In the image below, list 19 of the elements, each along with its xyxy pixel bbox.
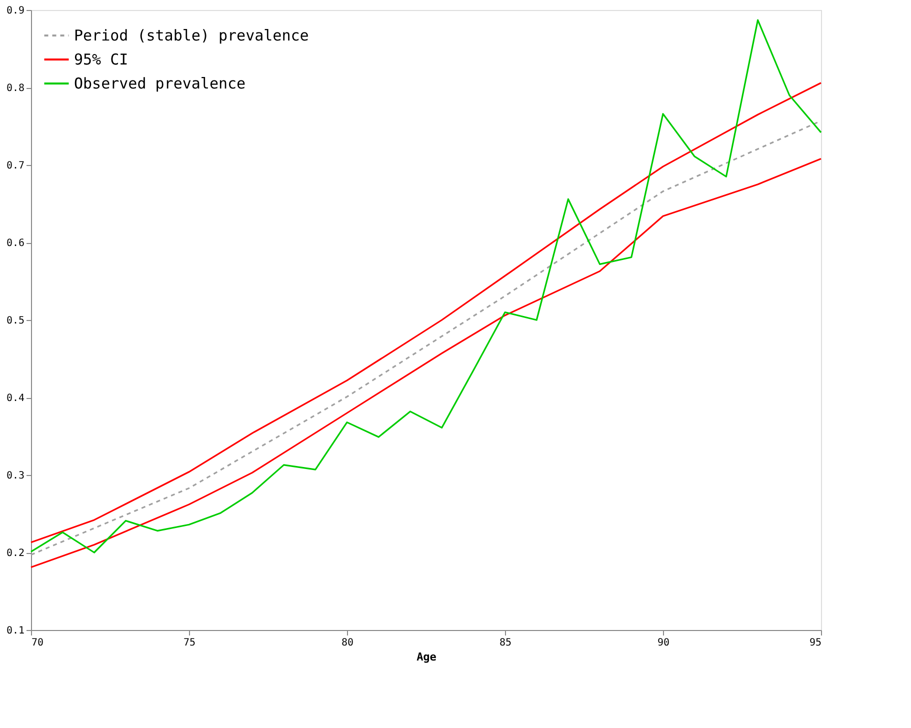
y-tick-label: 0.8: [6, 83, 24, 94]
x-tick-label: 90: [657, 638, 670, 648]
y-tick-label: 0.6: [6, 238, 24, 249]
x-axis-title: Age: [416, 650, 437, 664]
y-tick-label: 0.3: [6, 470, 24, 482]
x-tick-label: 70: [32, 638, 44, 648]
legend-label: Period (stable) prevalence: [74, 26, 309, 44]
y-tick-label: 0.2: [6, 548, 24, 559]
legend-label: Observed prevalence: [74, 74, 246, 92]
x-tick-label: 80: [341, 638, 354, 648]
legend-label: 95% CI: [74, 50, 128, 68]
y-tick-label: 0.7: [6, 160, 24, 172]
y-tick-label: 0.1: [6, 626, 24, 636]
x-tick-label: 75: [183, 638, 196, 648]
x-tick-label: 85: [499, 638, 512, 648]
x-tick-label: 95: [809, 638, 822, 648]
y-tick-label: 0.5: [6, 316, 24, 326]
y-tick-label: 0.4: [6, 393, 24, 404]
y-tick-label: 0.9: [6, 6, 24, 16]
